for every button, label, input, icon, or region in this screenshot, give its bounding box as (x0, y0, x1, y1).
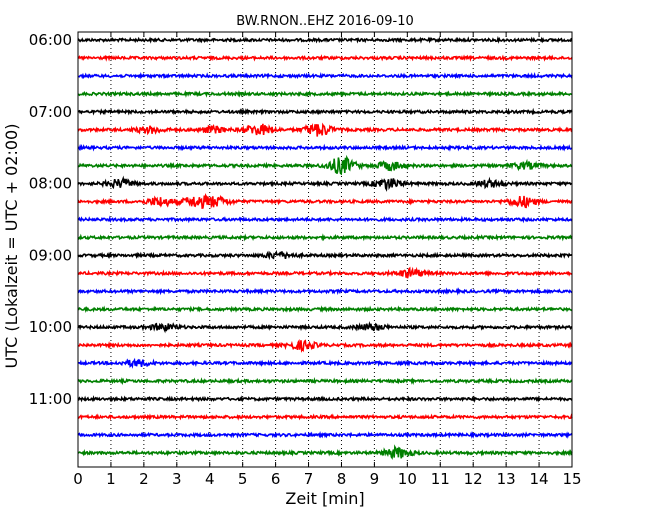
y-axis-ticks: 06:00 07:00 08:00 09:00 10:00 11:00 (29, 31, 572, 408)
y-tick-label: 11:00 (29, 390, 72, 408)
trace-line (77, 107, 573, 116)
y-tick-label: 09:00 (29, 246, 72, 264)
x-axis-label: Zeit [min] (285, 489, 364, 508)
x-tick-label: 4 (205, 470, 215, 488)
trace-line (77, 266, 573, 279)
trace-line (77, 143, 573, 152)
x-tick-label: 3 (172, 470, 182, 488)
x-tick-label: 7 (304, 470, 314, 488)
trace-line (78, 305, 573, 314)
traces (77, 35, 573, 460)
x-tick-label: 11 (431, 470, 450, 488)
x-tick-label: 8 (337, 470, 347, 488)
trace-line (77, 233, 573, 242)
trace-line (77, 35, 573, 44)
x-tick-label: 14 (530, 470, 549, 488)
x-tick-label: 12 (464, 470, 483, 488)
trace-line (77, 413, 573, 421)
x-tick-label: 10 (398, 470, 417, 488)
trace-line (77, 287, 573, 296)
x-tick-label: 9 (370, 470, 380, 488)
trace-line (77, 431, 573, 439)
trace-line (77, 338, 573, 353)
x-tick-label: 2 (139, 470, 149, 488)
trace-line (77, 321, 573, 334)
x-tick-label: 0 (73, 470, 83, 488)
trace-line (77, 215, 573, 224)
grid-lines (110, 32, 540, 467)
trace-line (77, 193, 573, 210)
trace-line (77, 54, 573, 62)
trace-line (77, 249, 573, 261)
y-tick-label: 10:00 (29, 318, 72, 336)
x-tick-label: 13 (497, 470, 516, 488)
x-tick-label: 6 (271, 470, 281, 488)
trace-line (77, 154, 573, 176)
y-axis-label: UTC (Lokalzeit = UTC + 02:00) (2, 124, 21, 369)
x-tick-label: 15 (562, 470, 581, 488)
y-tick-label: 07:00 (29, 103, 72, 121)
trace-line (77, 71, 573, 80)
trace-line (77, 357, 573, 369)
trace-line (77, 395, 573, 403)
trace-line (77, 175, 573, 192)
x-axis-ticks: 0 1 2 3 4 5 6 7 8 9 10 11 12 13 14 15 (73, 32, 582, 488)
trace-line (77, 122, 573, 137)
x-tick-label: 5 (238, 470, 248, 488)
trace-line (77, 444, 573, 460)
trace-line (77, 89, 573, 98)
plot-frame (77, 31, 573, 468)
trace-line (77, 377, 573, 386)
y-tick-label: 08:00 (29, 175, 72, 193)
x-tick-label: 1 (106, 470, 116, 488)
chart-title: BW.RNON..EHZ 2016-09-10 (236, 14, 414, 29)
y-tick-label: 06:00 (29, 31, 72, 49)
